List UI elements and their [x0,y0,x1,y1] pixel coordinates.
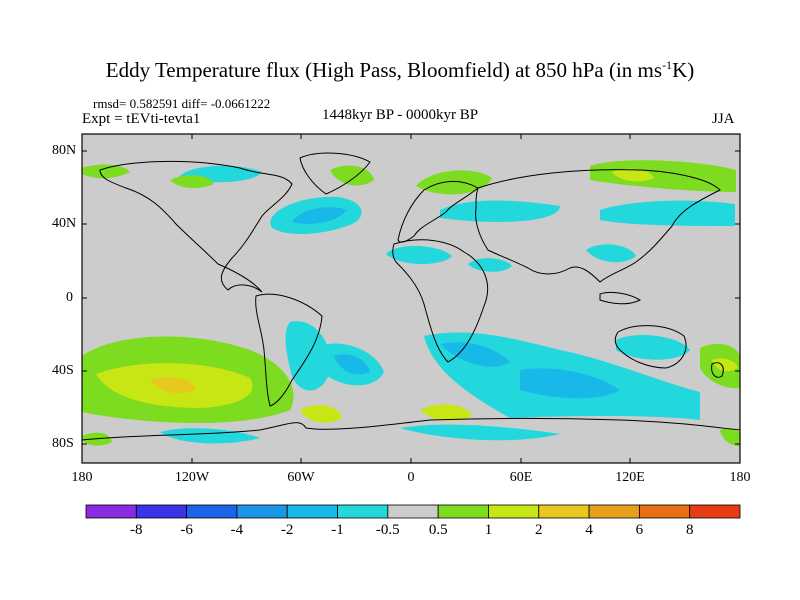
colorbar-swatch-10 [588,504,640,519]
colorbar-label-4: -1 [331,522,344,538]
region-east-siberia [590,160,736,192]
region-scandinavia [416,170,492,195]
colorbar-swatch-8 [488,504,540,519]
region-australia [616,335,690,360]
region-southern-ocean-core [440,342,510,367]
colorbar-swatch-2 [186,504,238,519]
axis-ticks [81,134,741,463]
colorbar-label-10: 6 [635,522,644,538]
region-sahara [386,245,452,264]
coast-north-america [99,160,293,293]
region-north-atlantic-core [292,207,346,225]
lon-label-120w: 120W [174,470,210,485]
coast-new-zealand [711,362,724,378]
colorbar-label-8: 2 [535,522,543,538]
region-south-africa-south [420,404,472,421]
lon-label-180w: 180 [71,470,93,485]
colorbar-label-11: 8 [685,522,694,538]
colorbar-swatch-1 [135,504,188,519]
colorbar-swatch-4 [286,504,338,519]
lon-label-0: 0 [407,470,415,485]
region-weddell [300,404,342,423]
region-ross-east [720,428,740,446]
colorbar-swatch-0 [85,504,137,519]
region-east-asia [586,244,636,263]
rmsd-diff-stats: rmsd= 0.582591 diff= -0.0661222 [93,96,271,111]
lon-label-60e: 60E [509,470,533,485]
lat-label-40n: 40N [52,216,77,231]
coast-africa [392,239,489,363]
colorbar-label-5: -0.5 [375,522,400,538]
coast-indonesia [599,291,642,305]
colorbar-swatch-6 [387,504,439,519]
coast-antarctica [82,418,740,441]
region-south-atlantic-core [334,354,370,375]
coast-south-america [255,293,323,407]
experiment-label: Expt = tEVti-tevta1 [82,111,201,127]
colorbar-label-1: -6 [180,522,193,538]
colorbar [85,504,741,519]
coastlines [82,152,740,441]
lon-label-120e: 120E [615,470,645,485]
coast-greenland [299,152,371,195]
colorbar-label-7: 1 [484,522,493,538]
region-alaska [82,164,130,179]
colorbar-swatch-11 [638,504,691,519]
colorbar-label-2: -4 [230,522,244,538]
region-east-pacific-core [712,358,738,372]
region-arctic-canada [170,175,214,189]
colorbar-swatch-5 [337,504,389,519]
colorbar-swatch-3 [236,504,288,519]
lon-label-60w: 60W [287,470,315,485]
region-south-pacific-max [150,377,196,394]
region-antarctic-coast [400,424,560,441]
lat-label-0: 0 [66,290,73,305]
lat-label-80s: 80S [52,436,74,451]
colorbar-label-6: 0.5 [428,522,448,538]
coast-australia [614,325,687,369]
region-east-siberia-core [612,168,654,182]
colorbar-label-9: 4 [585,522,593,538]
coast-europe [397,181,479,243]
lat-label-40s: 40S [52,363,74,378]
lat-label-80n: 80N [52,143,77,158]
map-title: Eddy Temperature flux (High Pass, Bloomf… [105,58,695,82]
lon-label-180e: 180 [729,470,751,485]
period-label: 1448kyr BP - 0000kyr BP [322,107,479,123]
colorbar-swatch-7 [437,504,489,519]
colorbar-swatch-12 [689,504,741,519]
coast-asia [475,169,721,283]
colorbar-swatch-9 [538,504,590,519]
region-siberia [600,200,735,226]
region-europe-asia [440,200,560,222]
region-arabia [468,258,512,272]
season-label: JJA [712,111,735,127]
colorbar-label-3: -2 [280,522,294,538]
colorbar-label-0: -8 [130,522,143,538]
region-indian-ocean [520,368,620,399]
